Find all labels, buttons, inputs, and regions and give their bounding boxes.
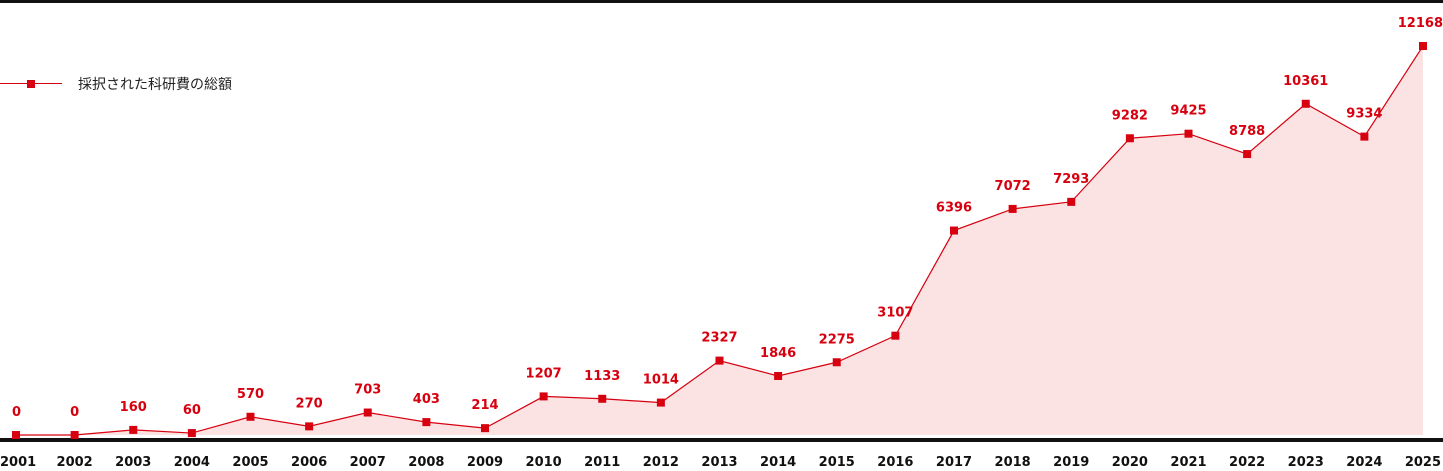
data-point-marker	[305, 422, 314, 431]
data-point-marker	[481, 424, 489, 433]
data-point-marker	[598, 394, 607, 403]
x-tick-label: 2024	[1346, 455, 1382, 470]
data-point-marker	[774, 371, 783, 380]
x-tick-label: 2014	[760, 455, 796, 470]
data-point-marker	[656, 398, 665, 407]
x-tick-label: 2023	[1288, 455, 1324, 470]
data-label: 7072	[995, 179, 1031, 194]
x-tick-label: 2020	[1112, 455, 1148, 470]
data-label: 570	[237, 387, 264, 402]
data-point-marker	[715, 356, 724, 365]
data-point-marker	[1008, 204, 1017, 213]
x-tick-label: 2021	[1170, 455, 1206, 470]
data-label: 8788	[1229, 124, 1265, 139]
x-tick-label: 2017	[936, 455, 972, 470]
x-tick-label: 2007	[350, 455, 386, 470]
data-point-marker	[1419, 42, 1427, 50]
x-tick-label: 2002	[57, 455, 93, 470]
x-tick-label: 2018	[995, 455, 1031, 470]
data-point-marker	[1067, 197, 1076, 206]
x-tick-label: 2025	[1405, 455, 1441, 470]
data-label: 1133	[584, 369, 620, 384]
data-label: 9282	[1112, 108, 1148, 123]
x-tick-label: 2012	[643, 455, 679, 470]
x-tick-label: 2006	[291, 455, 327, 470]
x-tick-label: 2016	[877, 455, 913, 470]
x-tick-labels: 2001 2002 2003 2004 2005 2006 2007 2008 2009 2010…	[0, 455, 1441, 470]
data-point-marker	[950, 226, 958, 235]
marker-layer	[12, 42, 1427, 439]
data-point-marker	[1243, 150, 1252, 159]
x-axis-line	[0, 438, 1443, 442]
top-border	[0, 0, 1443, 3]
x-tick-label: 2003	[115, 455, 151, 470]
data-point-marker	[12, 431, 20, 439]
data-label: 1014	[643, 373, 679, 388]
data-point-marker	[363, 408, 372, 417]
data-label: 6396	[936, 201, 972, 216]
data-point-marker	[1184, 129, 1193, 138]
x-tick-label: 2022	[1229, 455, 1265, 470]
data-point-marker	[1125, 134, 1134, 143]
label-layer: 0 0 160 60 570 270 703 403 214 1207 1133 1014 2327 18…	[12, 16, 1443, 420]
data-label: 2327	[701, 331, 737, 346]
data-label: 1846	[760, 346, 796, 361]
data-label: 0	[12, 405, 21, 420]
data-label: 9334	[1346, 107, 1382, 122]
x-tick-label: 2013	[701, 455, 737, 470]
legend: 採択された科研費の総額	[0, 74, 232, 94]
data-point-marker	[129, 425, 138, 434]
data-point-marker	[539, 392, 548, 401]
data-label: 60	[183, 403, 201, 418]
x-tick-label: 2009	[467, 455, 503, 470]
data-label: 703	[354, 383, 381, 398]
data-label: 270	[296, 396, 323, 411]
data-point-marker	[70, 431, 79, 439]
x-tick-label: 2010	[526, 455, 562, 470]
data-label: 1207	[526, 366, 562, 381]
data-label: 12168	[1398, 16, 1443, 31]
data-label: 9425	[1170, 104, 1206, 119]
data-label: 403	[413, 392, 440, 407]
data-point-marker	[422, 418, 431, 427]
data-point-marker	[832, 358, 841, 367]
data-label: 214	[471, 398, 498, 413]
x-tick-label: 2019	[1053, 455, 1089, 470]
series-area	[16, 46, 1423, 435]
legend-series-label: 採択された科研費の総額	[78, 77, 232, 93]
x-tick-label: 2011	[584, 455, 620, 470]
data-label: 10361	[1283, 74, 1328, 89]
data-point-marker	[246, 412, 255, 421]
legend-marker-icon	[0, 74, 62, 94]
data-label: 3107	[877, 306, 913, 321]
axis-layer	[0, 0, 1443, 442]
x-tick-label: 2015	[819, 455, 855, 470]
data-label: 7293	[1053, 172, 1089, 187]
data-label: 160	[120, 400, 147, 415]
x-tick-label: 2001	[0, 455, 36, 470]
data-point-marker	[1301, 99, 1310, 108]
data-label: 0	[70, 405, 79, 420]
data-point-marker	[1360, 132, 1369, 141]
x-tick-label: 2008	[408, 455, 444, 470]
area-layer	[16, 46, 1423, 435]
x-tick-label: 2004	[174, 455, 210, 470]
data-label: 2275	[819, 332, 855, 347]
data-point-marker	[187, 429, 196, 438]
data-point-marker	[891, 331, 900, 340]
x-tick-label: 2005	[232, 455, 268, 470]
